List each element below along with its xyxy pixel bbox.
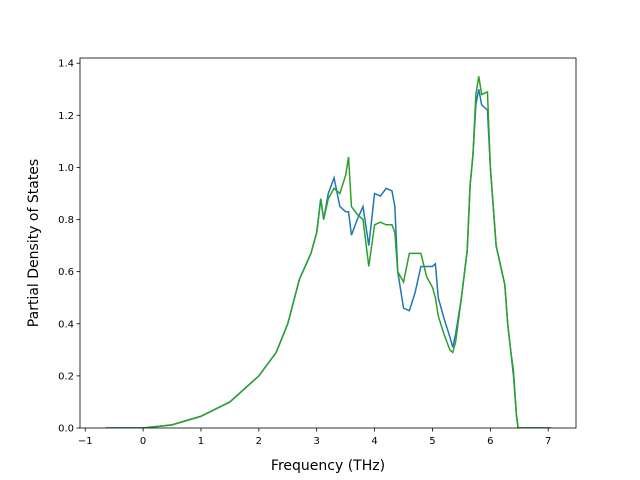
x-tick-label: 3 [314, 436, 320, 447]
y-tick-label: 0.8 [58, 215, 74, 226]
x-tick-label: 4 [371, 436, 377, 447]
x-tick-label: 5 [429, 436, 435, 447]
y-tick-label: 1.4 [58, 59, 74, 70]
y-tick-label: 0.0 [58, 424, 74, 435]
data-line [105, 76, 552, 428]
y-axis-label: Partial Density of States [26, 159, 42, 327]
plot-frame [79, 57, 577, 429]
x-axis-label: Frequency (THz) [271, 458, 385, 474]
y-tick-label: 0.6 [58, 267, 74, 278]
x-tick-label: 0 [140, 436, 146, 447]
y-tick-label: 0.4 [58, 319, 74, 330]
x-tick-label: −1 [78, 436, 93, 447]
x-tick-label: 2 [256, 436, 262, 447]
x-tick-label: 7 [545, 436, 551, 447]
x-tick-label: 6 [487, 436, 493, 447]
y-tick-label: 1.2 [58, 111, 74, 122]
x-tick-label: 1 [198, 436, 204, 447]
y-tick-label: 0.2 [58, 371, 74, 382]
y-tick-label: 1.0 [58, 163, 74, 174]
